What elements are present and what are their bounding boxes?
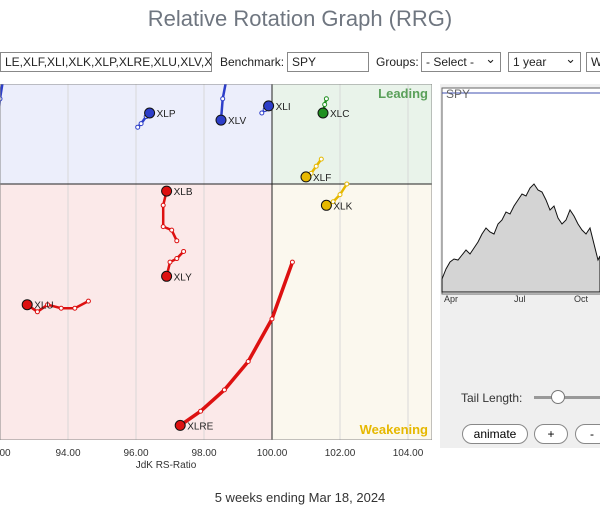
right-panel: SPY Apr Jul Oct Tail Length: — [440, 84, 600, 448]
label-xlk: XLK — [333, 201, 352, 212]
tail-point — [167, 259, 173, 265]
label-xlc: XLC — [330, 109, 349, 120]
animate-button[interactable]: animate — [462, 424, 528, 444]
month-label-1: Jul — [514, 294, 526, 304]
tail-point — [138, 121, 144, 127]
zoom-in-button[interactable]: + — [534, 424, 568, 444]
label-xlre: XLRE — [187, 421, 213, 432]
tail-point — [259, 110, 265, 116]
weakening-label: Weakening — [360, 422, 428, 437]
label-xlb: XLB — [174, 187, 193, 198]
tail-point — [58, 305, 64, 311]
rrg-chart: Leading Weakening XLEXLPXLVXLIXLCXLFXLKX… — [0, 50, 433, 441]
tail-point — [181, 248, 187, 254]
tail-xlre — [179, 261, 295, 427]
tail-point — [330, 199, 336, 205]
leading-quadrant — [272, 84, 432, 184]
tail-point — [220, 96, 226, 102]
x-tick-label: 104.00 — [393, 448, 424, 459]
period-footer: 5 weeks ending Mar 18, 2024 — [214, 490, 386, 505]
tail-point — [269, 316, 275, 322]
extra-select[interactable]: W — [586, 52, 600, 72]
tail-point — [72, 305, 78, 311]
benchmark-label: Benchmark: — [220, 55, 285, 69]
head-xlk — [320, 199, 332, 211]
tail-length-slider-handle[interactable] — [551, 390, 565, 404]
month-label-0: Apr — [444, 294, 458, 304]
toolbar: LE,XLF,XLI,XLK,XLP,XLRE,XLU,XLV,XL Bench… — [0, 52, 600, 74]
tail-point — [337, 192, 343, 198]
label-xlu: XLU — [34, 301, 53, 312]
tail-point — [135, 124, 141, 130]
tail-point — [34, 309, 40, 315]
tail-length-label: Tail Length: — [461, 391, 523, 405]
tail-point — [45, 302, 51, 308]
page-title: Relative Rotation Graph (RRG) — [147, 6, 453, 31]
period-select[interactable]: 1 year — [508, 52, 581, 72]
spy-chart-symbol: SPY — [446, 87, 470, 101]
benchmark-input[interactable]: SPY — [287, 52, 369, 72]
month-label-2: Oct — [574, 294, 589, 304]
tail-point — [160, 202, 166, 208]
tail-length-slider[interactable] — [534, 396, 600, 399]
tail-point — [323, 96, 329, 102]
x-axis: 00 94.00 96.00 98.00 100.00 102.00 104.00 JdK … — [0, 448, 424, 471]
zoom-out-button[interactable]: - — [575, 424, 600, 444]
label-xlv: XLV — [228, 116, 246, 127]
head-xli — [263, 100, 275, 112]
head-xlb — [161, 185, 173, 197]
head-xlc — [317, 107, 329, 119]
groups-label: Groups: — [376, 55, 419, 69]
x-tick-label: 94.00 — [55, 448, 80, 459]
label-xly: XLY — [174, 272, 192, 283]
head-xlv — [215, 114, 227, 126]
x-axis-label: JdK RS-Ratio — [136, 460, 197, 471]
x-tick-label: 100.00 — [257, 448, 288, 459]
tail-point — [198, 408, 204, 414]
head-xlu — [21, 299, 33, 311]
tail-point — [289, 259, 295, 265]
x-tick-label: 00 — [0, 448, 11, 459]
tail-point — [344, 181, 350, 187]
spy-price-area — [441, 183, 600, 293]
x-tick-label: 96.00 — [123, 448, 148, 459]
label-xlf: XLF — [313, 173, 331, 184]
head-xly — [161, 270, 173, 282]
tail-point — [221, 387, 227, 393]
label-xlp: XLP — [157, 109, 176, 120]
tail-point — [245, 359, 251, 364]
head-xlre — [174, 419, 186, 431]
tail-point — [169, 227, 175, 233]
head-xlf — [300, 171, 312, 183]
tail-point — [160, 224, 166, 230]
tail-point — [318, 156, 324, 162]
tail-point — [313, 163, 319, 169]
x-tick-label: 98.00 — [191, 448, 216, 459]
tail-point — [85, 298, 91, 304]
x-tick-label: 102.00 — [325, 448, 356, 459]
tail-xly — [165, 250, 185, 277]
symbols-input[interactable]: LE,XLF,XLI,XLK,XLP,XLRE,XLU,XLV,XL — [0, 52, 212, 72]
label-xli: XLI — [276, 102, 291, 113]
tail-point — [174, 256, 180, 262]
weakening-quadrant — [272, 184, 432, 440]
head-xlp — [144, 107, 156, 119]
tail-point — [174, 238, 180, 244]
groups-select[interactable]: - Select - — [421, 52, 501, 72]
leading-label: Leading — [378, 86, 428, 101]
tail-point — [322, 101, 328, 107]
